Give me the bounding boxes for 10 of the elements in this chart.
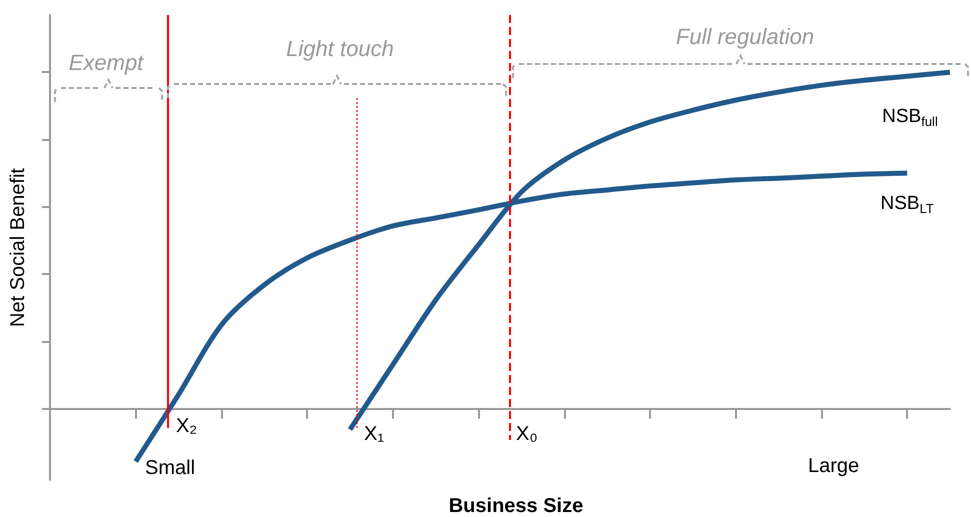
annotation: Small	[145, 457, 196, 479]
annotation: Large	[808, 455, 860, 477]
annotation: X₁	[364, 423, 384, 445]
text: Business Size	[448, 495, 584, 517]
annotation: X₂	[176, 415, 198, 437]
annotation: X₀	[516, 423, 538, 445]
text: Light touch	[286, 36, 394, 61]
y-axis-title: Net Social Benefit	[7, 168, 29, 327]
text: Full regulation	[676, 24, 814, 49]
annotation: Exempt	[68, 50, 144, 75]
